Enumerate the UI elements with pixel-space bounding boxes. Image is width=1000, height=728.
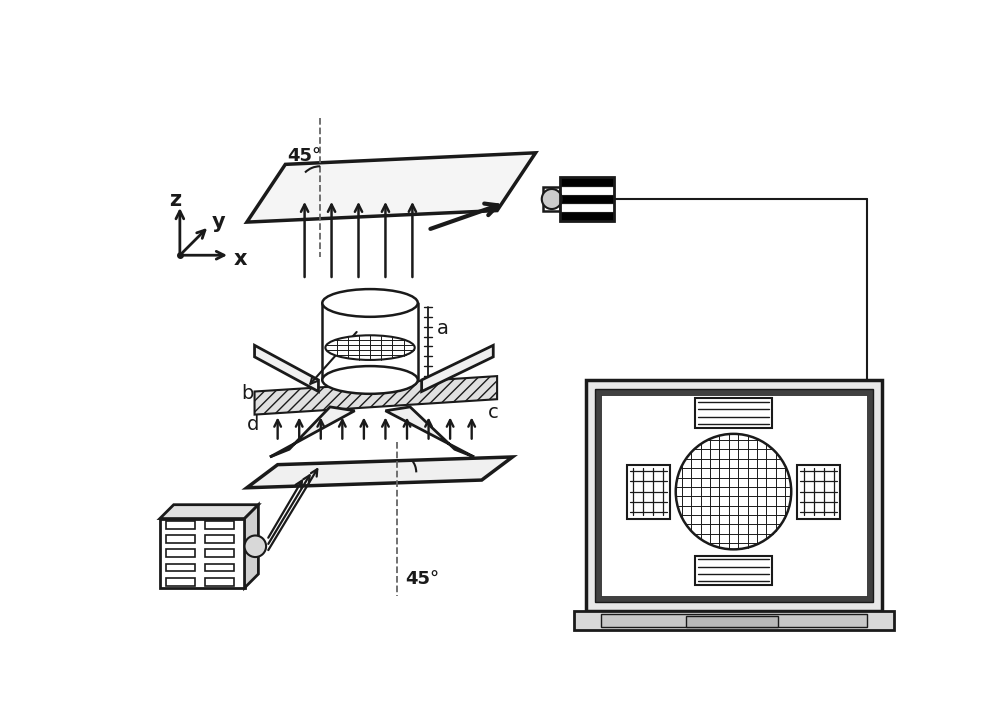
Polygon shape <box>160 505 258 518</box>
Polygon shape <box>422 345 493 392</box>
Bar <box>686 617 778 627</box>
Bar <box>160 518 245 588</box>
Bar <box>695 555 772 585</box>
Circle shape <box>245 536 266 557</box>
Text: c: c <box>844 483 853 501</box>
Polygon shape <box>270 407 355 457</box>
Bar <box>205 563 234 571</box>
Polygon shape <box>247 153 536 222</box>
Bar <box>543 187 560 210</box>
Bar <box>601 395 867 596</box>
Bar <box>166 550 195 557</box>
Bar <box>560 178 614 186</box>
Text: 45°: 45° <box>405 570 439 588</box>
Circle shape <box>542 189 562 209</box>
Bar <box>560 203 614 212</box>
Bar <box>205 550 234 557</box>
Text: y: y <box>212 212 226 232</box>
Bar <box>205 578 234 585</box>
Bar <box>560 194 614 203</box>
Polygon shape <box>255 376 497 415</box>
Text: x: x <box>234 249 247 269</box>
Bar <box>166 563 195 571</box>
Text: b: b <box>241 384 254 403</box>
Bar <box>797 464 840 518</box>
Text: 45°: 45° <box>287 146 321 165</box>
Text: z: z <box>169 190 181 210</box>
Bar <box>205 521 234 529</box>
Text: a: a <box>437 319 449 338</box>
Bar <box>695 398 772 428</box>
Polygon shape <box>385 407 474 457</box>
Ellipse shape <box>322 366 418 394</box>
Bar <box>586 380 882 611</box>
Bar <box>601 614 867 627</box>
Bar <box>560 212 614 221</box>
Text: b: b <box>776 561 787 579</box>
Bar <box>595 389 873 602</box>
Bar <box>205 535 234 543</box>
Circle shape <box>676 434 791 550</box>
Ellipse shape <box>322 289 418 317</box>
Polygon shape <box>247 457 512 488</box>
Text: d: d <box>613 483 625 501</box>
Polygon shape <box>245 505 258 588</box>
Bar <box>166 521 195 529</box>
Bar <box>574 611 894 630</box>
Text: a: a <box>776 404 787 422</box>
Bar <box>560 178 614 221</box>
Bar <box>560 186 614 194</box>
Text: d: d <box>247 415 259 434</box>
Ellipse shape <box>325 336 415 360</box>
Text: c: c <box>488 403 499 422</box>
Bar <box>627 464 670 518</box>
Bar <box>166 578 195 585</box>
Polygon shape <box>255 345 318 392</box>
Bar <box>166 535 195 543</box>
